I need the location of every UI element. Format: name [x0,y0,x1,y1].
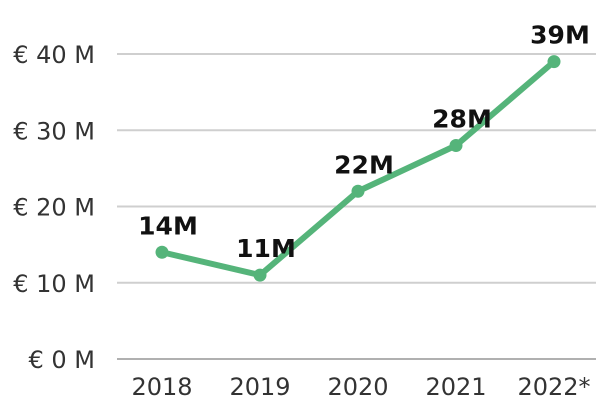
x-tick-label: 2019 [229,373,290,400]
data-point [449,139,463,152]
x-tick-label: 2022* [517,373,590,400]
y-axis-tick-labels: € 0 M € 10 M € 20 M € 30 M € 40 M [13,41,95,374]
y-tick-label: € 40 M [13,41,95,69]
data-point [253,268,267,282]
data-label: 14M [138,211,198,240]
y-tick-label: € 20 M [13,194,95,222]
x-tick-label: 2018 [131,373,192,400]
data-label: 28M [432,105,492,134]
x-axis-tick-labels: 2018 2019 2020 2021 2022* [131,373,590,400]
y-tick-label: € 30 M [13,117,95,145]
x-tick-label: 2020 [327,373,388,400]
data-point [351,184,365,198]
x-tick-label: 2021 [425,373,486,400]
data-labels: 14M 11M 22M 28M 39M [138,21,590,264]
data-points [155,55,561,282]
y-tick-label: € 0 M [28,346,95,374]
y-tick-label: € 10 M [13,270,95,298]
data-label: 22M [334,150,394,179]
data-point [155,245,169,259]
data-label: 11M [236,234,296,263]
gridlines [117,53,596,360]
data-label: 39M [530,21,590,50]
data-point [547,55,561,69]
